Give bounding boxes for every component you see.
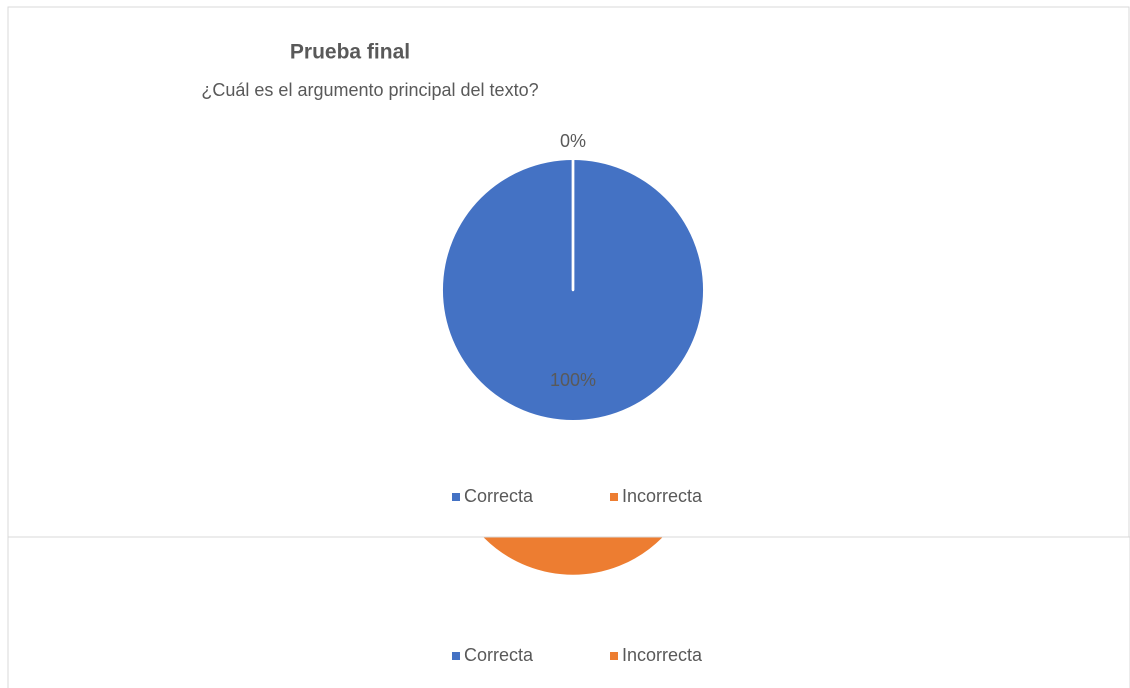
legend-label: Incorrecta (622, 645, 703, 665)
legend-swatch (452, 493, 460, 501)
legend-label: Correcta (464, 486, 534, 506)
legend-swatch (610, 652, 618, 660)
data-label: 100% (550, 370, 596, 390)
chart-subtitle: ¿Cuál es el argumento principal del text… (201, 80, 538, 100)
legend-label: Incorrecta (622, 486, 703, 506)
legend-swatch (452, 652, 460, 660)
chart-title: Prueba final (290, 41, 410, 64)
front-chart: Prueba final ¿Cuál es el argumento princ… (201, 41, 704, 506)
front-chart-frame (7, 6, 1130, 538)
legend-swatch (610, 493, 618, 501)
data-label: 0% (560, 131, 586, 151)
legend-label: Correcta (464, 645, 534, 665)
